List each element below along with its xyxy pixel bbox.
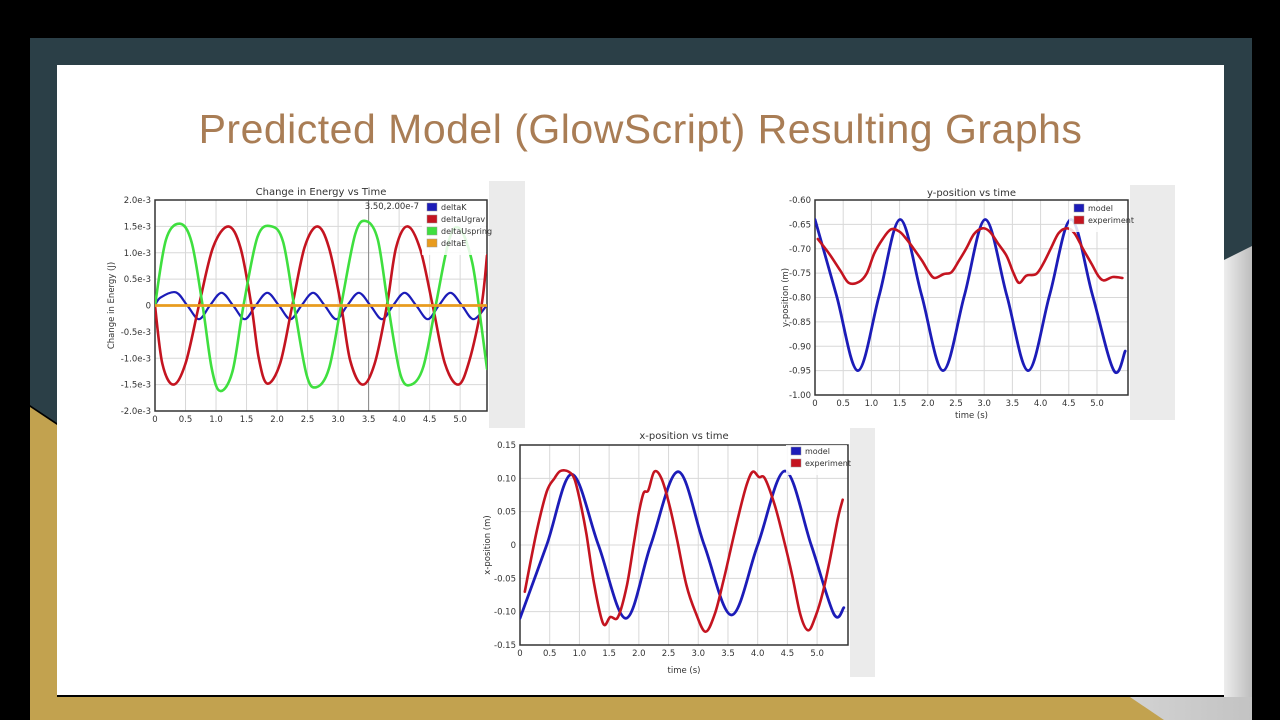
svg-text:0.5: 0.5: [179, 415, 193, 425]
chart-svg: Change in Energy vs Time 0 0.5 1.0 1.5 2.0 2.5…: [103, 181, 525, 433]
svg-text:-0.95: -0.95: [789, 367, 811, 377]
svg-text:x-position vs time: x-position vs time: [639, 431, 728, 442]
svg-text:5.0: 5.0: [1090, 399, 1104, 409]
svg-text:experiment: experiment: [1088, 216, 1134, 225]
svg-text:2.0e-3: 2.0e-3: [124, 196, 151, 206]
slide-title: Predicted Model (GlowScript) Resulting G…: [198, 106, 1083, 152]
svg-text:-0.60: -0.60: [789, 196, 811, 206]
svg-text:0.5e-3: 0.5e-3: [124, 275, 151, 285]
svg-text:deltaE: deltaE: [441, 239, 466, 248]
svg-text:0.5: 0.5: [543, 649, 557, 659]
svg-text:3.5: 3.5: [1006, 399, 1020, 409]
svg-text:0: 0: [146, 302, 151, 312]
svg-text:0: 0: [812, 399, 817, 409]
svg-text:0.5: 0.5: [836, 399, 850, 409]
svg-text:Change in Energy (J): Change in Energy (J): [107, 262, 117, 349]
svg-text:3.5: 3.5: [721, 649, 735, 659]
svg-text:model: model: [805, 447, 830, 456]
svg-text:1.5: 1.5: [240, 415, 254, 425]
slide-shadow-right: [1224, 246, 1252, 720]
svg-text:1.0: 1.0: [573, 649, 587, 659]
frame-accent-gold-bottom: [30, 697, 1164, 720]
svg-text:-0.65: -0.65: [789, 220, 811, 230]
svg-text:5.0: 5.0: [453, 415, 467, 425]
svg-text:0: 0: [517, 649, 522, 659]
svg-text:1.5: 1.5: [602, 649, 616, 659]
svg-text:3.50,2.00e-7: 3.50,2.00e-7: [365, 202, 419, 212]
svg-text:5.0: 5.0: [810, 649, 824, 659]
svg-text:-1.0e-3: -1.0e-3: [121, 354, 151, 364]
svg-text:4.0: 4.0: [751, 649, 765, 659]
svg-text:2.5: 2.5: [662, 649, 676, 659]
svg-text:2.5: 2.5: [949, 399, 963, 409]
chart-y-position-vs-time: y-position vs time 0 0.5 1.0 1.5 2.0 2.5 3.0 3.5…: [777, 185, 1175, 421]
svg-text:-0.5e-3: -0.5e-3: [121, 328, 151, 338]
svg-text:1.0: 1.0: [209, 415, 223, 425]
svg-text:-0.70: -0.70: [789, 245, 811, 255]
svg-text:2.0: 2.0: [632, 649, 646, 659]
svg-text:deltaK: deltaK: [441, 203, 467, 212]
svg-text:-0.15: -0.15: [494, 641, 516, 651]
frame-accent-teal-top: [30, 38, 1252, 66]
svg-text:-1.00: -1.00: [789, 391, 811, 401]
svg-text:1.5e-3: 1.5e-3: [124, 222, 151, 232]
svg-text:4.0: 4.0: [1034, 399, 1048, 409]
svg-text:-0.90: -0.90: [789, 342, 811, 352]
svg-text:deltaUgrav: deltaUgrav: [441, 215, 485, 224]
svg-text:time (s): time (s): [955, 411, 988, 420]
svg-text:y-position vs time: y-position vs time: [927, 188, 1016, 199]
svg-text:0: 0: [152, 415, 157, 425]
svg-text:-2.0e-3: -2.0e-3: [121, 407, 151, 417]
svg-text:0.15: 0.15: [497, 441, 516, 451]
svg-text:3.0: 3.0: [977, 399, 991, 409]
svg-text:3.0: 3.0: [691, 649, 705, 659]
svg-text:0.10: 0.10: [497, 474, 516, 484]
svg-text:-0.05: -0.05: [494, 574, 516, 584]
svg-text:1.0: 1.0: [865, 399, 879, 409]
chart-svg: x-position vs time 0 0.5 1.0 1.5 2.0 2.5 3.0 3.5…: [478, 428, 875, 677]
svg-text:2.5: 2.5: [301, 415, 315, 425]
svg-text:deltaUspring: deltaUspring: [441, 227, 492, 236]
svg-text:model: model: [1088, 204, 1113, 213]
frame-accent-gold-left: [30, 407, 57, 720]
svg-text:2.0: 2.0: [270, 415, 284, 425]
svg-text:3.0: 3.0: [331, 415, 345, 425]
chart-change-in-energy-vs-time: Change in Energy vs Time 0 0.5 1.0 1.5 2.0 2.5…: [103, 181, 525, 433]
svg-text:y-position (m): y-position (m): [781, 268, 791, 327]
frame-accent-teal-left: [30, 38, 57, 423]
svg-text:-0.10: -0.10: [494, 608, 516, 618]
svg-text:4.5: 4.5: [423, 415, 437, 425]
chart-svg: y-position vs time 0 0.5 1.0 1.5 2.0 2.5 3.0 3.5…: [777, 185, 1175, 421]
svg-text:-0.80: -0.80: [789, 294, 811, 304]
svg-text:2.0: 2.0: [921, 399, 935, 409]
svg-text:4.5: 4.5: [781, 649, 795, 659]
svg-text:-1.5e-3: -1.5e-3: [121, 381, 151, 391]
svg-text:experiment: experiment: [805, 459, 851, 468]
svg-text:4.0: 4.0: [392, 415, 406, 425]
frame-accent-teal-right: [1224, 38, 1252, 260]
svg-text:1.0e-3: 1.0e-3: [124, 249, 151, 259]
svg-text:x-position (m): x-position (m): [483, 515, 493, 574]
svg-text:Change in Energy vs Time: Change in Energy vs Time: [256, 187, 387, 198]
svg-text:-0.75: -0.75: [789, 269, 811, 279]
svg-text:0: 0: [511, 541, 516, 551]
svg-text:0.05: 0.05: [497, 508, 516, 518]
svg-text:3.5: 3.5: [362, 415, 376, 425]
svg-text:1.5: 1.5: [893, 399, 907, 409]
chart-x-position-vs-time: x-position vs time 0 0.5 1.0 1.5 2.0 2.5 3.0 3.5…: [478, 428, 875, 677]
svg-text:-0.85: -0.85: [789, 318, 811, 328]
svg-text:4.5: 4.5: [1062, 399, 1076, 409]
svg-text:time (s): time (s): [668, 666, 701, 676]
